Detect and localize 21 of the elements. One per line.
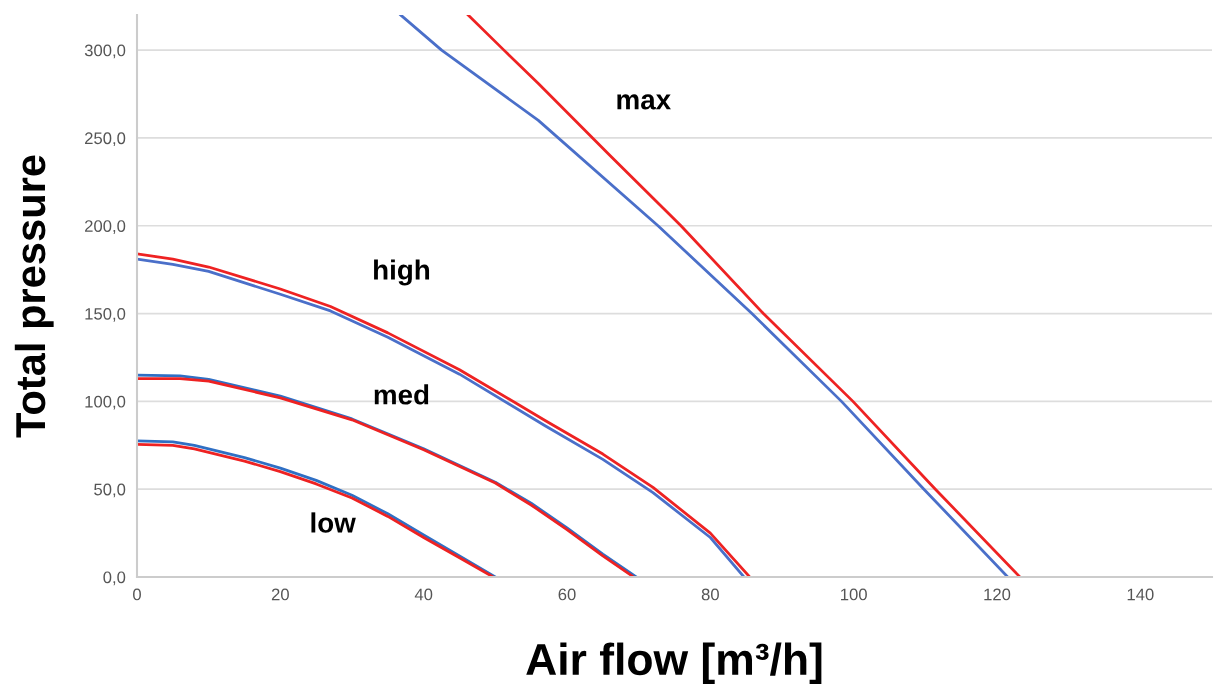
y-tick-label: 100,0: [85, 395, 126, 410]
x-tick-label: 120: [984, 588, 1011, 601]
annotation: high: [374, 259, 430, 286]
x-tick-label: 40: [414, 588, 433, 601]
y-tick-label: 150,0: [85, 307, 126, 322]
x-tick-label: 60: [558, 588, 576, 601]
x-tick-label: 100: [841, 588, 867, 601]
y-tick-label: 300,0: [84, 44, 126, 59]
y-tick-label: 200,0: [85, 220, 126, 234]
y-tick-label: 0,0: [103, 571, 126, 586]
x-tick-label: 20: [271, 588, 289, 601]
annotation: max: [617, 94, 671, 110]
y-tick-label: 250,0: [85, 132, 126, 147]
annotation: med: [374, 384, 429, 405]
x-axis-title: Air flow [m³/h]: [526, 642, 822, 684]
x-tick-label: 140: [1127, 588, 1154, 601]
x-tick-label: 80: [701, 588, 719, 601]
y-axis-title: Total pressure: [14, 155, 54, 438]
x-tick-label: 0: [133, 588, 141, 601]
annotation: low: [311, 512, 356, 533]
y-tick-label: 50,0: [94, 483, 126, 498]
